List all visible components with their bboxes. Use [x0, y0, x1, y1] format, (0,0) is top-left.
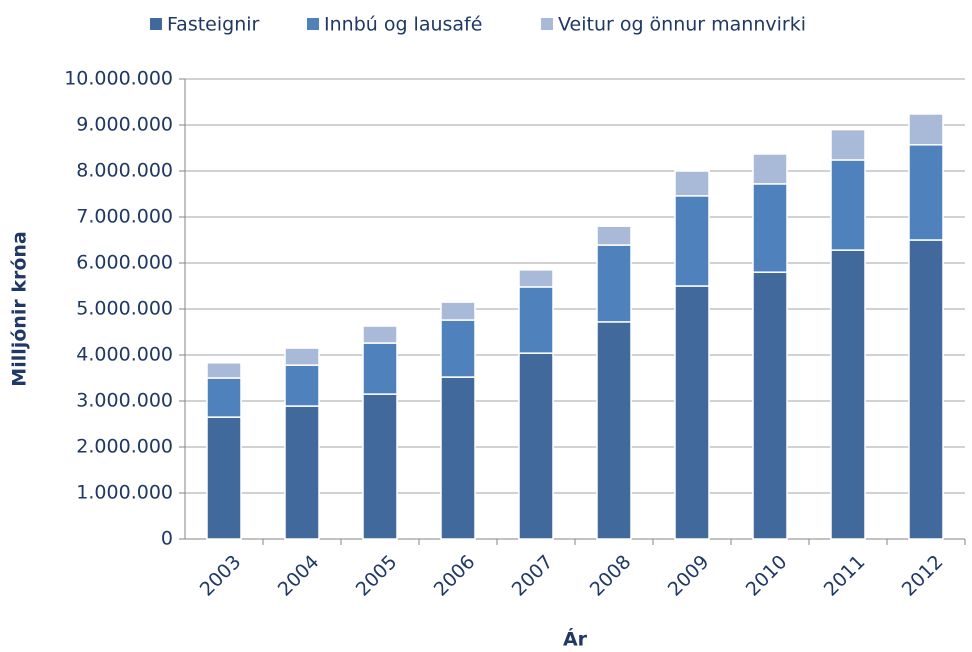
bar-segment	[908, 144, 944, 241]
bar-segment	[518, 286, 554, 354]
bar-segment	[440, 376, 476, 540]
y-tick-label: 10.000.000	[64, 68, 173, 90]
x-tick-label: 2010	[742, 551, 792, 601]
bar-segment	[362, 393, 398, 540]
y-axis-title: Milljónir króna	[9, 231, 31, 386]
bar-segment	[908, 239, 944, 540]
y-tick-label: 7.000.000	[76, 206, 173, 228]
x-tick-label: 2011	[820, 551, 870, 601]
bar-segment	[674, 170, 710, 197]
bar-segment	[830, 128, 866, 161]
legend-swatch	[307, 18, 319, 30]
legend-label: Fasteignir	[167, 14, 260, 36]
x-tick-label: 2007	[508, 551, 558, 601]
y-tick-label: 3.000.000	[76, 390, 173, 412]
x-tick-label: 2012	[898, 551, 948, 601]
bar-segment	[908, 113, 944, 146]
y-tick-label: 8.000.000	[76, 160, 173, 182]
bar-segment	[206, 377, 242, 418]
x-tick-label: 2008	[586, 551, 636, 601]
x-tick-label: 2004	[274, 551, 324, 601]
bar-segment	[206, 362, 242, 379]
x-tick-label: 2006	[430, 551, 480, 601]
bar-segment	[674, 195, 710, 287]
legend-label: Innbú og lausafé	[324, 14, 482, 36]
y-tick-label: 6.000.000	[76, 252, 173, 274]
y-tick-label: 5.000.000	[76, 298, 173, 320]
y-tick-label: 4.000.000	[76, 344, 173, 366]
bar-segment	[596, 225, 632, 246]
y-tick-label: 0	[161, 528, 173, 550]
bar-segment	[752, 183, 788, 273]
bar-segment	[362, 325, 398, 344]
bar-segment	[206, 416, 242, 540]
bar-segment	[440, 319, 476, 378]
bar-segment	[284, 364, 320, 407]
legend-swatch	[541, 18, 553, 30]
y-tick-label: 1.000.000	[76, 482, 173, 504]
x-axis-title: Ár	[563, 628, 588, 651]
bar-segment	[518, 352, 554, 540]
bar-segment	[752, 153, 788, 185]
bar-segment	[596, 244, 632, 323]
y-tick-label: 9.000.000	[76, 114, 173, 136]
bar-segment	[284, 347, 320, 366]
y-tick-label: 2.000.000	[76, 436, 173, 458]
bar-segment	[830, 159, 866, 251]
x-tick-label: 2003	[196, 551, 246, 601]
bar-segment	[284, 405, 320, 540]
bar-segment	[752, 271, 788, 540]
x-tick-label: 2005	[352, 551, 402, 601]
bar-segment	[674, 285, 710, 540]
bar-segment	[830, 249, 866, 540]
bar-segment	[596, 321, 632, 540]
legend-swatch	[150, 18, 162, 30]
bar-segment	[362, 342, 398, 395]
bar-segment	[518, 269, 554, 288]
bar-segment	[440, 301, 476, 321]
x-tick-label: 2009	[664, 551, 714, 601]
legend-label: Veitur og önnur mannvirki	[558, 14, 806, 36]
